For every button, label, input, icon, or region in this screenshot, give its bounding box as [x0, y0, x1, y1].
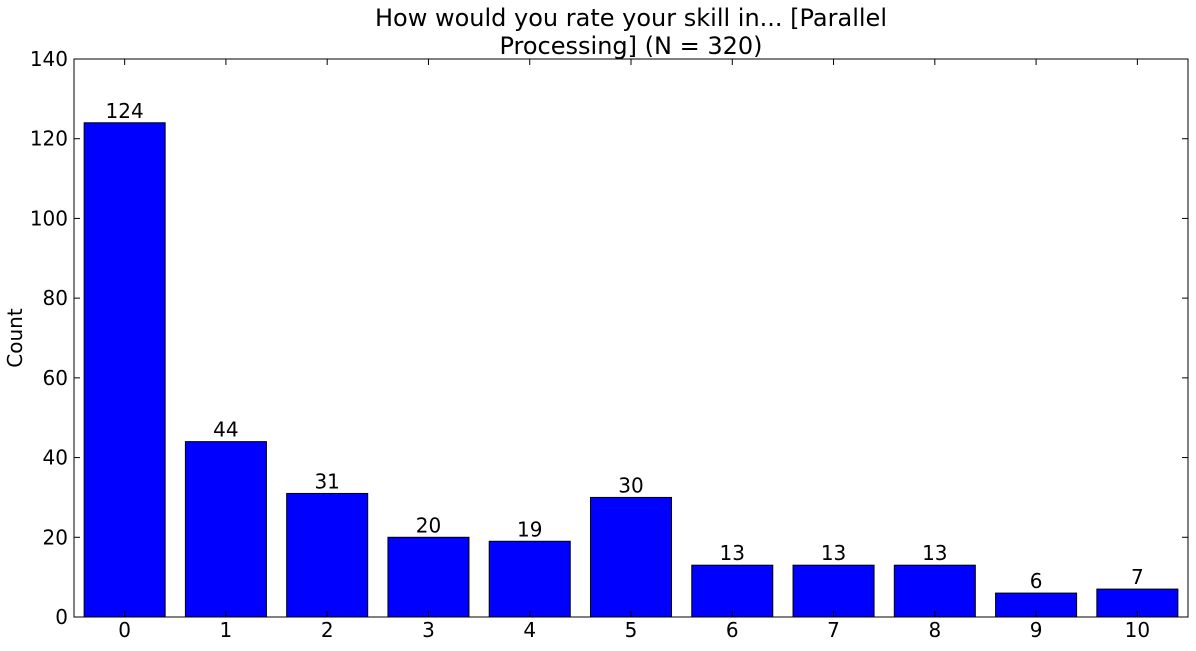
x-tick-label-9: 9 [1030, 618, 1043, 642]
bar-2 [286, 492, 369, 618]
data-label-10: 7 [1131, 565, 1144, 589]
bar-6 [691, 564, 774, 618]
y-tick-label-100: 100 [30, 206, 68, 230]
y-tick-label-80: 80 [43, 286, 68, 310]
x-tick-label-10: 10 [1125, 618, 1150, 642]
x-tick-label-4: 4 [523, 618, 536, 642]
x-tick-label-7: 7 [827, 618, 840, 642]
y-tick-label-120: 120 [30, 127, 68, 151]
y-tick-label-0: 0 [55, 605, 68, 629]
data-label-2: 31 [314, 469, 339, 493]
chart-title-line-1: How would you rate your skill in... [Par… [375, 4, 887, 32]
y-tick-label-20: 20 [43, 525, 68, 549]
y-tick-label-140: 140 [30, 47, 68, 71]
x-tick-label-5: 5 [625, 618, 638, 642]
bar-7 [792, 564, 875, 618]
bar-4 [488, 540, 571, 618]
data-label-1: 44 [213, 418, 238, 442]
x-tick-label-6: 6 [726, 618, 739, 642]
x-tick-label-1: 1 [220, 618, 233, 642]
bar-5 [589, 496, 673, 618]
y-tick-label-60: 60 [43, 366, 68, 390]
x-tick-label-3: 3 [422, 618, 435, 642]
data-label-3: 20 [416, 513, 441, 537]
x-tick-label-8: 8 [928, 618, 941, 642]
bar-8 [893, 564, 976, 618]
data-label-6: 13 [720, 541, 745, 565]
y-axis-label: Count [3, 308, 27, 368]
data-label-5: 30 [618, 473, 643, 497]
bar-0 [83, 122, 166, 618]
data-label-8: 13 [922, 541, 947, 565]
data-label-9: 6 [1030, 569, 1043, 593]
data-label-7: 13 [821, 541, 846, 565]
y-tick-label-40: 40 [43, 446, 68, 470]
bar-1 [184, 441, 267, 618]
chart-title: How would you rate your skill in... [Par… [375, 4, 887, 60]
chart-title-line-2: Processing] (N = 320) [499, 32, 762, 60]
x-tick-label-0: 0 [118, 618, 131, 642]
data-label-4: 19 [517, 517, 542, 541]
bar-3 [387, 536, 470, 618]
data-label-0: 124 [106, 99, 144, 123]
x-tick-label-2: 2 [321, 618, 334, 642]
